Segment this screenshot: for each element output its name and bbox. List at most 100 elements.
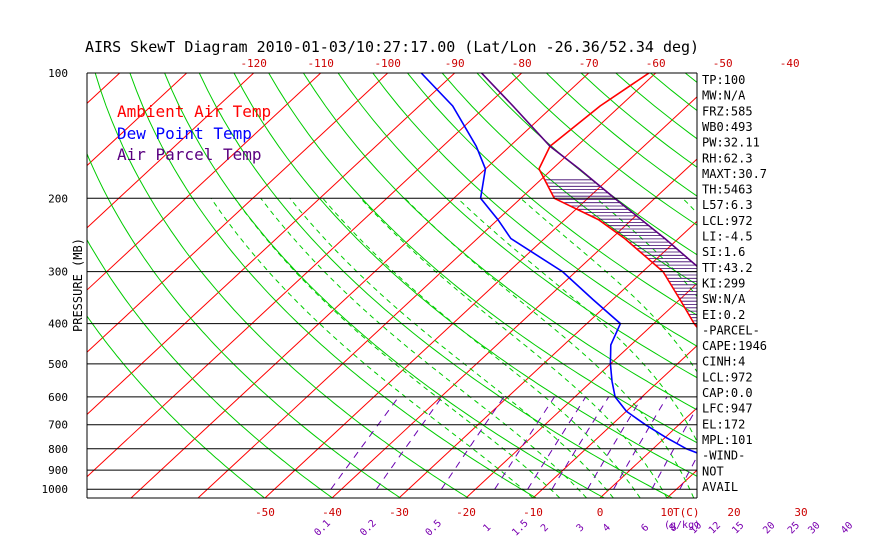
index-entry: EI:0.2 xyxy=(702,308,745,322)
bottom-temp-tick-label: 0 xyxy=(597,506,604,519)
mixing-ratio-line xyxy=(375,396,443,490)
isotherm-line xyxy=(264,96,697,498)
mixing-ratio-line xyxy=(775,397,819,489)
chart-text: AIRS SkewT Diagram 2010-01-03/10:27:17.0… xyxy=(71,38,700,519)
dry-adiabat-line xyxy=(87,152,401,498)
mixing-ratio-tick-label: 20 xyxy=(761,520,777,536)
legend-ambient: Ambient Air Temp xyxy=(117,102,271,121)
mixing-ratio-tick-label: 0.1 xyxy=(312,518,333,539)
isotherm-line xyxy=(0,73,53,498)
dry-adiabat-line xyxy=(511,73,697,226)
moist-adiabat-line xyxy=(322,197,641,498)
index-entry: MW:N/A xyxy=(702,89,746,103)
isotherm-line xyxy=(599,407,697,498)
dry-adiabat-line xyxy=(824,73,870,498)
isotherm-line xyxy=(87,73,389,353)
index-entry: LI:-4.5 xyxy=(702,230,753,244)
dry-adiabat-line xyxy=(129,73,537,498)
isotherm-line xyxy=(87,73,188,167)
bottom-temp-tick-label: 20 xyxy=(727,506,740,519)
mixing-ratio-tick-label: 1.5 xyxy=(510,518,531,539)
mixing-ratio-line xyxy=(651,406,697,490)
moist-adiabat-line xyxy=(457,197,697,443)
moist-adiabat-line xyxy=(260,197,587,498)
index-entry: CAPE:1946 xyxy=(702,339,767,353)
index-entry: LFC:947 xyxy=(702,402,753,416)
mixing-ratio-tick-label: 4 xyxy=(601,522,613,534)
isotherm-line xyxy=(532,345,697,498)
dry-adiabat-line xyxy=(87,315,265,498)
index-entry: L57:6.3 xyxy=(702,198,753,212)
index-entry: SW:N/A xyxy=(702,292,746,306)
dry-adiabat-line xyxy=(755,73,870,498)
moist-adiabat-line xyxy=(210,198,534,498)
isotherm-line xyxy=(87,73,523,478)
mixing-ratio-tick-label: 1 xyxy=(481,522,493,534)
mixing-ratio-tick-label: 0.2 xyxy=(358,518,379,539)
mixing-ratio-tick-label: 30 xyxy=(806,520,822,536)
top-temp-tick-label: -70 xyxy=(579,57,599,70)
top-temp-tick-label: -110 xyxy=(307,57,334,70)
dewpoint-line xyxy=(420,73,697,454)
top-temp-tick-label: -60 xyxy=(646,57,666,70)
moist-adiabat-line xyxy=(234,198,561,498)
pressure-tick-label: 1000 xyxy=(42,483,69,496)
mixing-ratio-line xyxy=(613,396,668,490)
index-entry: -PARCEL- xyxy=(702,323,760,337)
isotherm-line xyxy=(130,73,590,498)
dry-adiabat-line xyxy=(233,73,697,477)
mixing-ratio-line xyxy=(527,396,587,490)
axes xyxy=(86,72,698,499)
index-entry: CAP:0.0 xyxy=(702,386,753,400)
pressure-tick-label: 800 xyxy=(48,443,68,456)
pressure-tick-label: 200 xyxy=(48,192,68,205)
mixing-ratio-tick-label: 25 xyxy=(786,520,802,536)
mixing-ratio-line xyxy=(853,397,870,489)
index-entry: AVAIL xyxy=(702,480,738,494)
pressure-tick-label: 300 xyxy=(48,266,68,279)
dry-adiabat-line xyxy=(372,73,697,347)
index-entry: TP:100 xyxy=(702,73,745,87)
mixing-ratio-tick-label: 40 xyxy=(839,520,855,536)
top-temp-tick-label: -90 xyxy=(445,57,465,70)
dry-adiabat-line xyxy=(789,73,870,498)
pressure-tick-label: 900 xyxy=(48,464,68,477)
dry-adiabat-line xyxy=(476,73,697,256)
dry-adiabat-line xyxy=(87,238,333,498)
ambient-temp-line xyxy=(538,73,697,329)
top-temp-tick-label: -50 xyxy=(713,57,733,70)
isotherm-line xyxy=(87,73,456,416)
dry-adiabat-line xyxy=(94,73,469,498)
index-entry: LCL:972 xyxy=(702,214,753,228)
index-entry: SI:1.6 xyxy=(702,245,745,259)
mixing-ratio-tick-label: 15 xyxy=(730,520,746,536)
mixing-ratio-tick-label: 3 xyxy=(575,522,587,534)
bottom-temp-tick-label: -50 xyxy=(255,506,275,519)
index-entry: FRZ:585 xyxy=(702,104,753,118)
dry-adiabat-line xyxy=(164,73,605,498)
pressure-tick-label: 400 xyxy=(48,318,68,331)
pressure-tick-label: 600 xyxy=(48,391,68,404)
index-entry: MAXT:30.7 xyxy=(702,167,767,181)
cape-hatching xyxy=(544,179,697,325)
bottom-temp-tick-label: 10 xyxy=(660,506,673,519)
profile-lines xyxy=(420,73,697,454)
bottom-temp-tick-label: -40 xyxy=(322,506,342,519)
mixing-ratio-line xyxy=(494,396,555,490)
mixing-ratio-tick-label: 12 xyxy=(707,520,723,536)
pressure-tick-label: 700 xyxy=(48,419,68,432)
top-temp-tick-label: -40 xyxy=(780,57,800,70)
bottom-temp-tick-label: -10 xyxy=(523,506,543,519)
index-entry: EL:172 xyxy=(702,417,745,431)
mixing-ratio-tick-label: 2 xyxy=(539,522,551,534)
y-axis-label: PRESSURE (MB) xyxy=(71,238,85,332)
background-lines xyxy=(0,73,870,498)
dry-adiabat-line xyxy=(337,73,697,379)
index-entry: KI:299 xyxy=(702,277,745,291)
bottom-temp-tick-label: -30 xyxy=(389,506,409,519)
moist-adiabat-line xyxy=(843,198,858,498)
dry-adiabat-line xyxy=(441,73,697,286)
top-temp-tick-label: -80 xyxy=(512,57,532,70)
